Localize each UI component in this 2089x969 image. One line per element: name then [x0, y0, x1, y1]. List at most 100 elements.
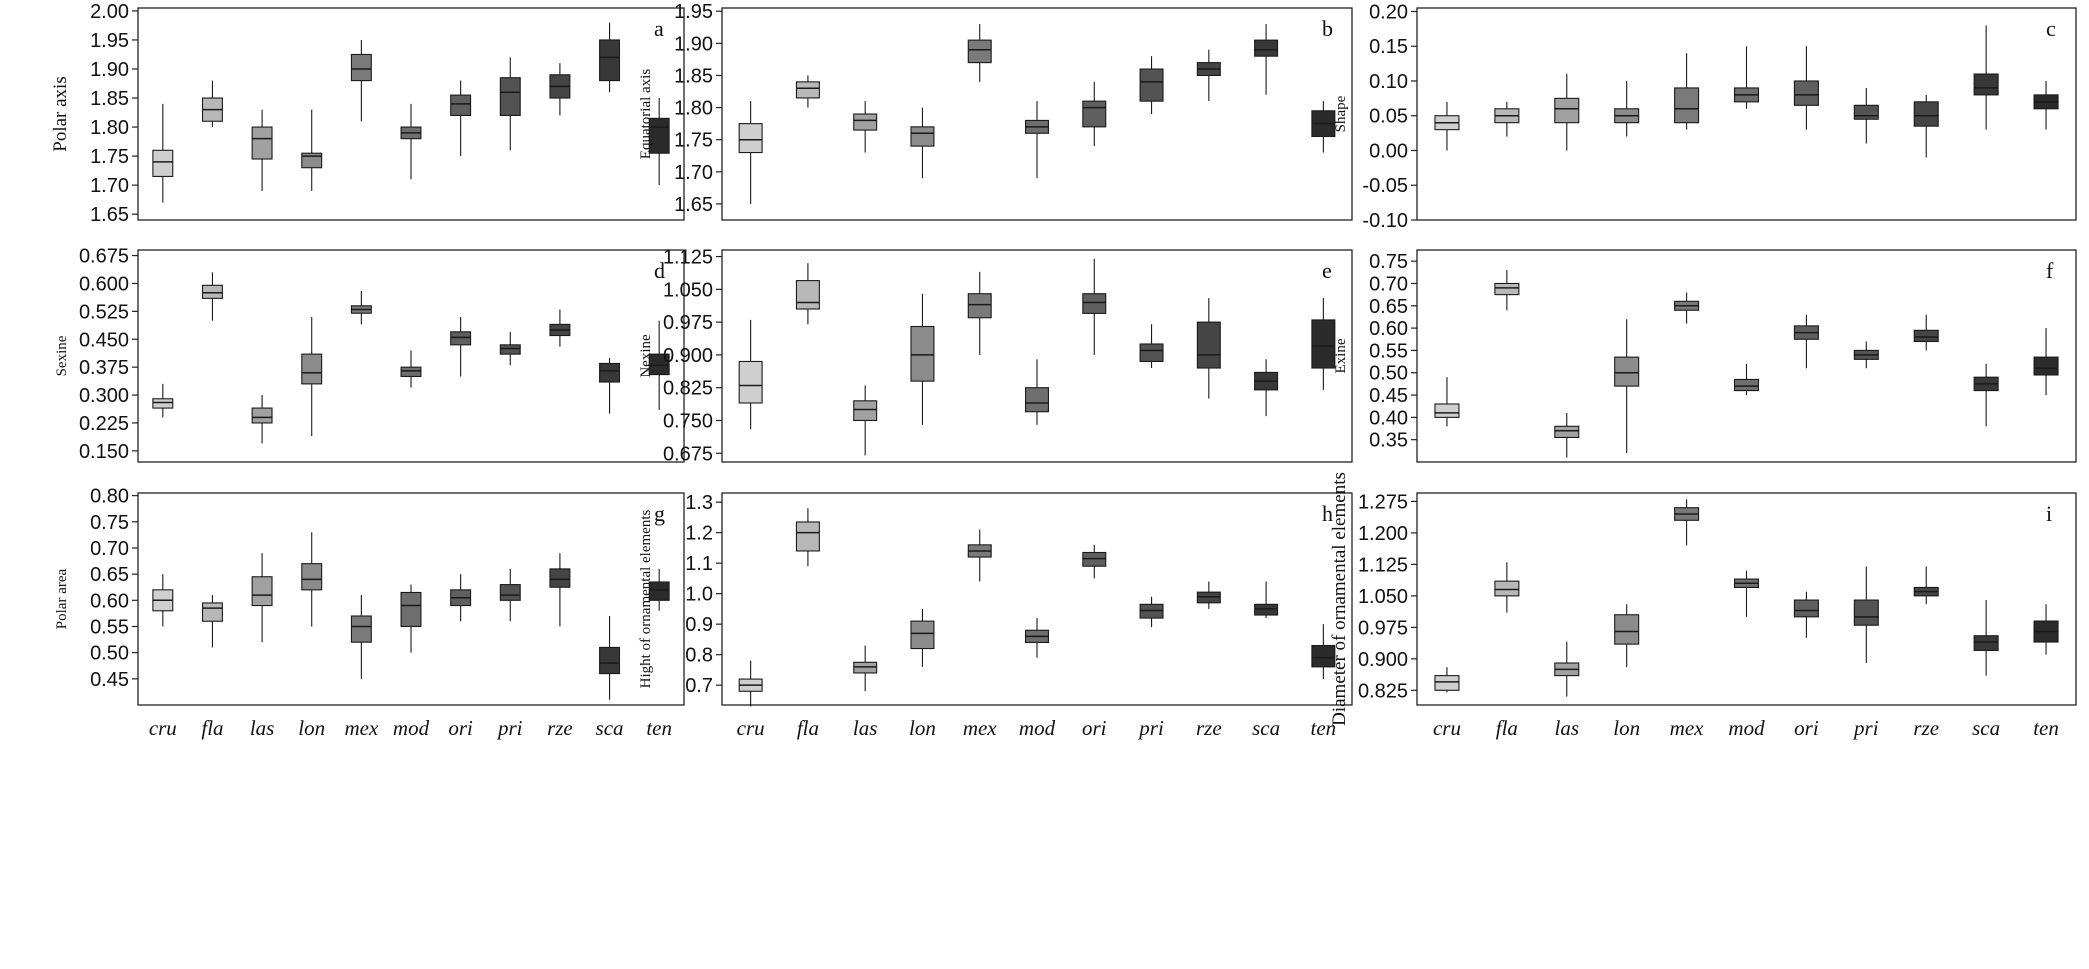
box-cru: [738, 660, 763, 707]
box-ten: [648, 320, 670, 410]
x-category-label: las: [1555, 716, 1580, 740]
y-tick-label: 0.75: [90, 512, 129, 534]
box-cru: [738, 101, 763, 204]
box-lon: [1614, 604, 1640, 668]
y-axis-label: Sexine: [54, 335, 70, 376]
y-tick-label: 0.60: [90, 590, 129, 612]
x-category-label: fla: [1496, 716, 1518, 740]
box-sca: [1254, 359, 1279, 417]
box-body: [1082, 293, 1107, 314]
box-body: [1082, 551, 1107, 567]
x-category-label: ori: [1082, 716, 1107, 740]
box-ten: [1311, 624, 1336, 680]
box-fla: [1494, 562, 1520, 613]
box-mex: [1674, 292, 1700, 324]
x-category-label: ten: [646, 716, 672, 740]
x-category-label: fla: [797, 716, 819, 740]
box-las: [251, 109, 273, 191]
box-ten: [2033, 80, 2059, 130]
box-body: [251, 126, 273, 160]
y-tick-label: 1.125: [1358, 554, 1408, 576]
box-mex: [350, 290, 372, 325]
x-category-label: ori: [1794, 716, 1819, 740]
y-tick-label: 1.85: [674, 65, 713, 87]
box-cru: [738, 319, 763, 430]
panel-letter: i: [2046, 501, 2052, 526]
box-pri: [499, 568, 521, 622]
box-rze: [1913, 314, 1939, 351]
y-tick-label: 0.600: [79, 273, 129, 295]
y-tick-label: 0.9: [685, 614, 713, 636]
y-tick-label: 1.275: [1358, 491, 1408, 513]
y-axis-label: Polar area: [54, 568, 70, 629]
y-tick-label: 0.300: [79, 385, 129, 407]
box-body: [350, 53, 372, 82]
x-category-label: cru: [149, 716, 177, 740]
box-body: [1554, 425, 1580, 439]
box-mex: [1674, 53, 1700, 130]
y-tick-label: 1.85: [90, 88, 129, 110]
x-category-label: rze: [547, 716, 573, 740]
panel-letter: b: [1322, 16, 1333, 41]
x-category-label: sca: [596, 716, 624, 740]
box-body: [1554, 97, 1580, 124]
y-tick-label: 1.3: [685, 492, 713, 514]
box-mex: [967, 271, 992, 355]
x-category-label: pri: [496, 716, 523, 740]
y-tick-label: 0.900: [663, 345, 713, 367]
box-las: [1554, 74, 1580, 151]
box-mex: [967, 529, 992, 582]
box-body: [1311, 319, 1336, 369]
y-tick-label: 0.45: [90, 669, 129, 691]
y-axis-label: Diameter of ornamental elements: [1329, 472, 1350, 726]
plot-frame: [137, 492, 685, 706]
y-tick-label: 0.65: [1369, 296, 1408, 318]
box-body: [1434, 675, 1460, 691]
box-body: [1434, 403, 1460, 418]
plot-frame: [721, 7, 1353, 221]
box-mod: [1024, 618, 1050, 658]
box-body: [1494, 282, 1520, 296]
box-body: [301, 563, 323, 591]
y-tick-label: 0.75: [1369, 251, 1408, 273]
box-las: [853, 101, 878, 153]
box-lon: [301, 532, 323, 627]
box-mex: [350, 39, 372, 122]
y-tick-label: 1.70: [674, 162, 713, 184]
box-body: [795, 280, 820, 310]
y-tick-label: 0.525: [79, 301, 129, 323]
panel-letter: g: [654, 501, 665, 526]
y-axis-label: Equatorial axis: [638, 69, 654, 160]
x-category-label: mod: [1019, 716, 1056, 740]
box-ori: [1082, 258, 1107, 355]
y-tick-label: 0.50: [90, 643, 129, 665]
box-rze: [549, 63, 571, 116]
box-body: [1853, 599, 1879, 626]
y-tick-label: 0.375: [79, 357, 129, 379]
box-rze: [1196, 298, 1221, 399]
x-category-label: mex: [963, 716, 997, 740]
x-category-label: rze: [1913, 716, 1939, 740]
y-tick-label: 0.675: [663, 443, 713, 465]
panel-letter: e: [1322, 258, 1332, 283]
y-tick-label: 0.825: [663, 378, 713, 400]
box-body: [450, 94, 472, 117]
box-mex: [1674, 499, 1700, 546]
y-tick-label: 0.60: [1369, 318, 1408, 340]
panel-f: 0.350.400.450.500.550.600.650.700.75 Exin…: [1333, 249, 2077, 463]
y-tick-label: 1.80: [90, 117, 129, 139]
box-body: [1793, 599, 1819, 618]
panel-letter: f: [2046, 258, 2054, 283]
box-body: [1254, 39, 1279, 57]
box-body: [853, 400, 878, 422]
plot-frame: [1416, 492, 2077, 706]
box-fla: [795, 263, 820, 325]
y-tick-label: 0.55: [1369, 340, 1408, 362]
box-ori: [1793, 591, 1819, 638]
y-axis-label: Exine: [1333, 338, 1349, 373]
box-ori: [1082, 544, 1107, 579]
box-ori: [450, 80, 472, 157]
box-body: [1973, 635, 1999, 651]
box-body: [910, 126, 935, 147]
box-lon: [910, 293, 935, 425]
